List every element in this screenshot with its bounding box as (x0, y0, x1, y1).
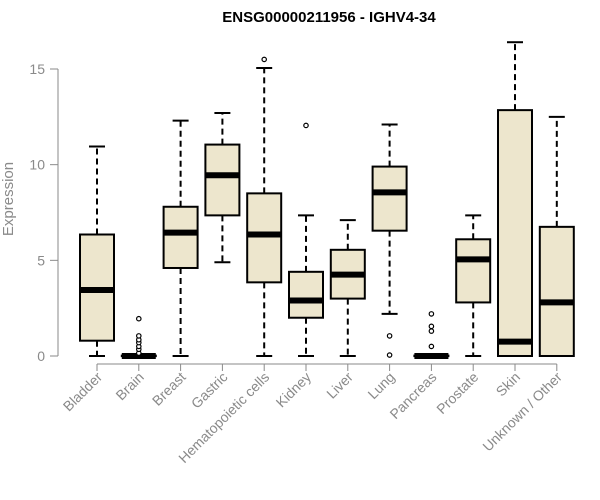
box-iqr (538, 225, 575, 357)
outlier-point (428, 323, 435, 330)
chart-title: ENSG00000211956 - IGHV4-34 (222, 9, 436, 26)
box-lung (371, 123, 408, 358)
box-iqr (288, 270, 324, 319)
box-iqr (371, 165, 408, 232)
x-tick-label: Brain (112, 369, 146, 403)
x-tick-label: Kidney (273, 369, 315, 411)
outlier-point (428, 328, 435, 334)
x-tick-label: Prostate (433, 369, 481, 417)
box-breast (162, 119, 199, 357)
box-iqr (246, 192, 283, 284)
outlier-point (136, 333, 142, 339)
x-tick-label: Skin (493, 369, 524, 400)
outlier-point (428, 343, 435, 350)
box-liver (329, 219, 366, 357)
box-pancreas (413, 311, 450, 359)
box-iqr (455, 238, 492, 304)
box-kidney (288, 122, 324, 357)
box-iqr (162, 205, 199, 269)
box-brain (120, 315, 157, 359)
x-tick-label: Breast (149, 369, 189, 409)
box-prostate (455, 214, 492, 357)
x-tick-label: Liver (323, 369, 356, 402)
box-unknown-other (538, 115, 575, 357)
box-skin (497, 41, 533, 357)
y-tick-label: 15 (29, 61, 45, 77)
outlier-point (386, 352, 393, 358)
outlier-point (303, 122, 309, 129)
box-hematopoietic-cells (246, 56, 283, 357)
outlier-point (136, 315, 142, 322)
outlier-point (428, 311, 435, 317)
y-axis: 0 5 10 15 (29, 61, 59, 364)
box-iqr (497, 109, 533, 357)
box-bladder (79, 145, 115, 357)
y-tick-label: 0 (37, 348, 45, 364)
plot-area (79, 41, 575, 359)
y-tick-label: 10 (29, 157, 45, 173)
box-gastric (204, 112, 241, 264)
outlier-point (261, 56, 268, 63)
y-tick-label: 5 (37, 252, 45, 268)
outlier-point (386, 333, 393, 339)
y-axis-label: Expression (0, 162, 17, 236)
x-tick-label: Lung (364, 369, 397, 402)
x-tick-label: Bladder (60, 369, 106, 415)
x-tick-label: Unknown / Other (479, 369, 565, 455)
box-iqr (204, 143, 241, 217)
